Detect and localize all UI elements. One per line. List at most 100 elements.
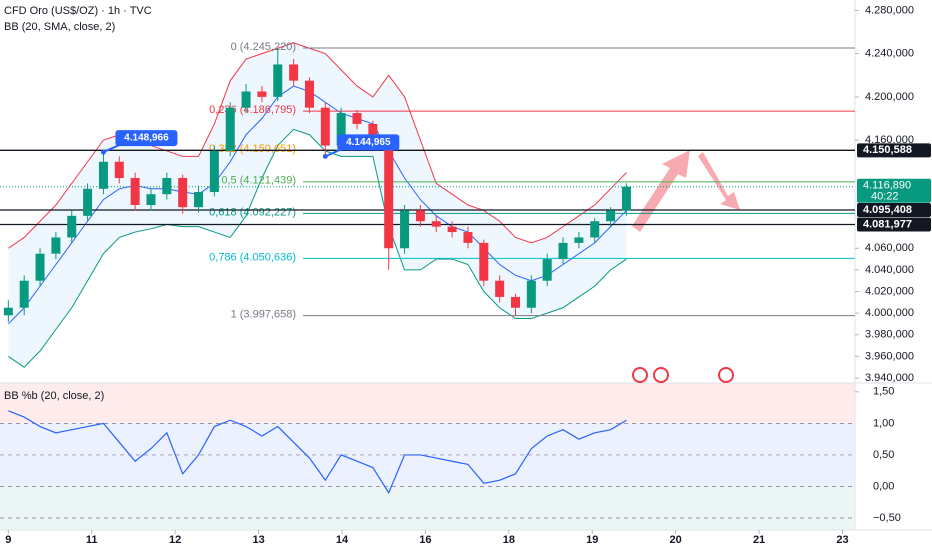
callout-anchor	[100, 149, 106, 155]
callout-label: 4.148,966	[124, 133, 169, 144]
candle-body	[479, 242, 489, 281]
x-tick-label: 9	[5, 534, 11, 546]
y-tick-label: 4.000,000	[865, 307, 914, 319]
candle-body	[352, 113, 362, 124]
candle-body	[209, 150, 219, 193]
candle-body	[368, 123, 378, 141]
y-tick-label: 3.980,000	[865, 329, 914, 341]
x-tick-label: 21	[753, 534, 765, 546]
x-tick-label: 20	[670, 534, 682, 546]
x-tick-label: 11	[86, 534, 98, 546]
bb-lower	[8, 128, 627, 368]
candle-body	[289, 64, 299, 81]
fib-label: 0,236 (4.186,795)	[209, 104, 296, 116]
candle-body	[431, 221, 441, 227]
candle-body	[19, 280, 29, 308]
candle-body	[526, 280, 536, 308]
candle-body	[542, 259, 552, 281]
fib-label: 1 (3.997,658)	[231, 309, 296, 321]
price-tag	[857, 202, 931, 217]
candle-body	[194, 192, 204, 208]
fib-label: 0 (4.245,220)	[231, 41, 296, 53]
bb-percent-line	[8, 410, 627, 495]
candle-body	[400, 210, 410, 249]
y-tick-label: 4.240,000	[865, 48, 914, 60]
candle-body	[415, 210, 425, 222]
candle-body	[257, 91, 267, 97]
x-tick-label: 23	[836, 534, 848, 546]
last-price-tag	[857, 178, 931, 203]
x-tick-label: 14	[336, 534, 349, 546]
x-tick-label: 12	[169, 534, 181, 546]
y-tick-label: 3.940,000	[865, 372, 914, 384]
candle-body	[273, 64, 283, 97]
price-tag	[857, 143, 931, 158]
candle-body	[114, 161, 124, 178]
event-icons	[632, 367, 734, 383]
candle-body	[162, 177, 172, 195]
event-icon	[632, 367, 648, 383]
candle-body	[463, 232, 473, 243]
y-tick-label: 1,50	[873, 386, 894, 398]
arrow-down	[698, 152, 740, 210]
callout-anchor	[322, 153, 328, 159]
price-tag-label: 4.081,977	[863, 218, 912, 230]
candle-body	[178, 177, 188, 208]
arrow-up	[632, 150, 690, 232]
overbought-zone	[0, 383, 855, 424]
candle-body	[304, 80, 314, 108]
candle-body	[51, 237, 61, 254]
oversold-zone	[0, 486, 855, 530]
fib-label: 0,5 (4.121,439)	[221, 175, 296, 187]
candle-body	[384, 140, 394, 249]
y-tick-label: 0,00	[873, 480, 894, 492]
y-tick-label: 4.040,000	[865, 264, 914, 276]
candle-body	[130, 177, 140, 206]
callout-label: 4.144,965	[346, 137, 391, 148]
x-tick-label: 13	[252, 534, 264, 546]
candle-body	[146, 194, 156, 206]
candle-body	[590, 221, 600, 238]
candle-body	[574, 237, 584, 243]
bb-basis	[7, 85, 627, 325]
y-tick-label: −0,50	[873, 512, 901, 524]
price-tag-label: 4.150,588	[863, 144, 912, 156]
callout-box	[337, 134, 400, 151]
candle-body	[511, 296, 521, 308]
candle-body	[495, 280, 505, 297]
candle-body	[98, 161, 108, 189]
fib-label: 0,382 (4.150,651)	[209, 143, 296, 155]
y-tick-label: 4.160,000	[865, 134, 914, 146]
y-tick-label: 4.200,000	[865, 91, 914, 103]
candle-body	[320, 107, 330, 146]
event-icon	[718, 367, 734, 383]
x-tick-label: 19	[586, 534, 598, 546]
last-price-label: 4.116,890	[863, 180, 911, 192]
candle-body	[3, 307, 13, 316]
y-tick-label: 4.060,000	[865, 242, 914, 254]
y-tick-label: 0,50	[873, 449, 894, 461]
candle-body	[67, 215, 77, 238]
countdown: 40:22	[871, 191, 899, 203]
candle-body	[225, 107, 235, 151]
price-tag	[857, 217, 931, 232]
candle-body	[83, 188, 93, 216]
candle-body	[558, 242, 568, 260]
y-tick-label: 4.280,000	[865, 4, 914, 16]
x-tick-label: 16	[419, 534, 431, 546]
x-tick-label: 18	[503, 534, 515, 546]
candle-body	[35, 253, 45, 281]
candle-body	[621, 186, 631, 211]
y-tick-label: 3.960,000	[865, 350, 914, 362]
chart-title: CFD Oro (US$/OZ) · 1h · TVC	[4, 5, 152, 17]
candle-body	[336, 113, 346, 146]
bb-upper	[8, 42, 627, 249]
price-tag-label: 4.095,408	[863, 204, 912, 216]
candle-body	[447, 226, 457, 233]
candle-body	[606, 210, 616, 222]
candle-body	[241, 91, 251, 108]
fib-label: 0,618 (4.092,227)	[209, 206, 296, 218]
